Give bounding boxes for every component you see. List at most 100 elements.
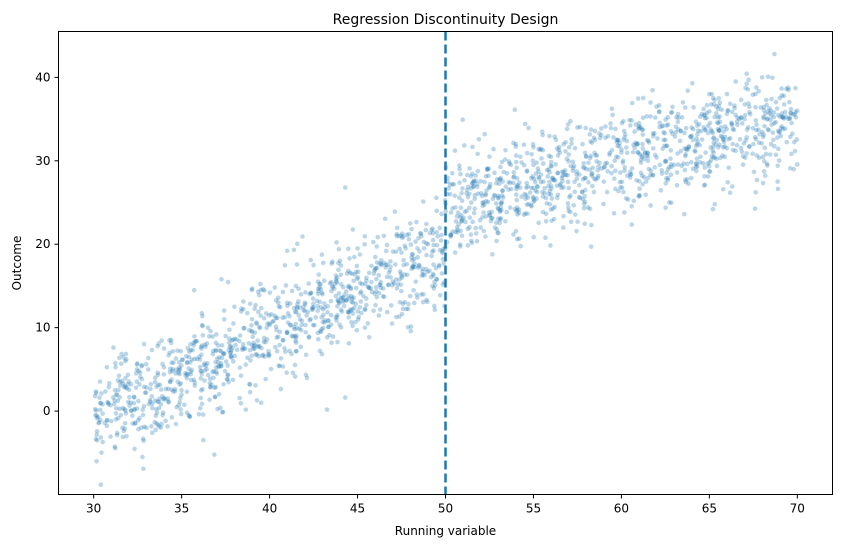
scatter-point xyxy=(657,120,662,126)
scatter-point xyxy=(651,133,656,139)
scatter-point xyxy=(254,320,259,326)
scatter-point xyxy=(490,215,495,221)
scatter-point xyxy=(277,305,283,310)
scatter-point xyxy=(364,296,369,301)
scatter-point xyxy=(714,137,720,143)
scatter-point xyxy=(448,233,453,238)
scatter-point xyxy=(540,209,546,215)
scatter-point xyxy=(378,285,383,291)
scatter-point xyxy=(218,363,224,369)
scatter-point xyxy=(139,376,145,382)
scatter-point xyxy=(405,306,411,312)
scatter-point xyxy=(732,105,737,111)
scatter-point xyxy=(209,382,214,388)
scatter-point xyxy=(643,179,649,184)
scatter-point xyxy=(376,313,382,318)
scatter-point xyxy=(715,115,721,120)
scatter-point xyxy=(452,250,458,255)
scatter-point xyxy=(665,115,671,120)
scatter-point xyxy=(554,183,560,189)
scatter-point xyxy=(536,169,541,174)
scatter-point xyxy=(234,337,239,342)
scatter-point xyxy=(562,172,567,177)
scatter-point xyxy=(350,227,356,232)
scatter-point xyxy=(303,352,309,358)
scatter-point xyxy=(566,152,572,157)
scatter-point xyxy=(134,379,140,384)
scatter-point xyxy=(402,299,408,305)
scatter-point xyxy=(669,109,675,115)
scatter-point xyxy=(191,377,197,383)
scatter-point xyxy=(764,102,769,108)
scatter-point xyxy=(414,292,420,297)
scatter-point xyxy=(694,168,699,174)
scatter-point xyxy=(257,324,262,330)
scatter-point xyxy=(420,199,426,204)
scatter-point xyxy=(282,314,288,320)
scatter-point xyxy=(230,337,236,343)
scatter-point xyxy=(198,368,203,374)
scatter-point xyxy=(160,410,166,415)
scatter-point xyxy=(549,164,554,169)
scatter-point xyxy=(267,321,272,326)
scatter-point xyxy=(133,371,139,376)
scatter-point xyxy=(740,162,746,167)
scatter-point xyxy=(572,145,578,151)
scatter-point xyxy=(357,290,363,296)
scatter-point xyxy=(289,288,295,294)
scatter-point xyxy=(365,284,371,289)
scatter-point xyxy=(594,159,599,164)
scatter-point xyxy=(375,234,381,240)
scatter-point xyxy=(349,296,355,301)
scatter-point xyxy=(283,283,289,288)
scatter-point xyxy=(753,91,758,97)
scatter-point xyxy=(694,136,699,141)
scatter-point xyxy=(330,259,335,265)
scatter-point xyxy=(788,110,794,116)
scatter-point xyxy=(676,115,681,120)
scatter-point xyxy=(404,272,410,278)
scatter-point xyxy=(496,195,501,200)
scatter-point xyxy=(613,186,618,192)
scatter-point xyxy=(314,298,320,304)
scatter-point xyxy=(322,320,327,325)
scatter-point xyxy=(423,227,429,233)
scatter-point xyxy=(780,115,786,121)
scatter-point xyxy=(503,147,508,153)
scatter-point xyxy=(603,161,608,166)
scatter-point xyxy=(284,330,290,336)
scatter-point xyxy=(589,173,595,179)
scatter-point xyxy=(756,127,761,133)
scatter-point xyxy=(459,219,464,224)
scatter-point xyxy=(460,217,465,222)
scatter-point xyxy=(668,200,674,206)
scatter-point xyxy=(494,227,500,232)
scatter-point xyxy=(258,287,264,293)
scatter-point xyxy=(339,295,345,301)
scatter-point xyxy=(694,141,700,147)
scatter-point xyxy=(94,437,100,443)
scatter-point xyxy=(682,130,687,136)
scatter-point xyxy=(711,136,716,141)
scatter-point xyxy=(551,177,556,183)
scatter-point xyxy=(117,406,122,412)
scatter-point xyxy=(377,282,383,288)
scatter-point xyxy=(226,340,232,346)
scatter-point xyxy=(191,340,196,346)
scatter-point xyxy=(237,338,242,344)
scatter-point xyxy=(200,386,205,392)
scatter-point xyxy=(216,363,221,369)
scatter-point xyxy=(769,96,774,102)
scatter-point xyxy=(522,121,528,127)
scatter-point xyxy=(613,126,618,132)
scatter-point xyxy=(173,356,179,361)
scatter-point xyxy=(782,109,788,115)
scatter-point xyxy=(420,272,426,277)
scatter-point xyxy=(779,86,784,91)
scatter-point xyxy=(343,289,349,294)
scatter-point xyxy=(467,215,473,220)
scatter-point xyxy=(317,348,323,354)
scatter-point xyxy=(378,279,384,285)
scatter-point xyxy=(464,208,469,214)
